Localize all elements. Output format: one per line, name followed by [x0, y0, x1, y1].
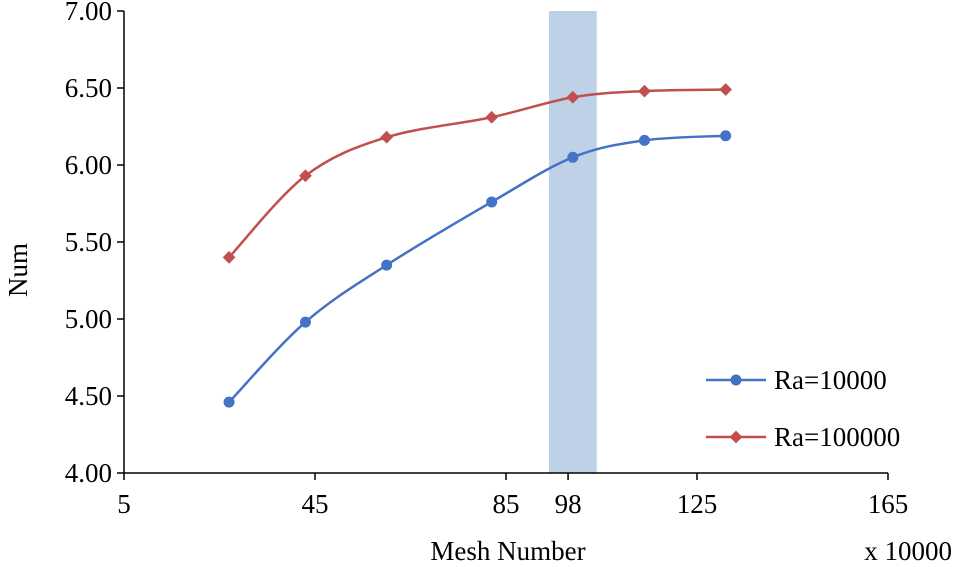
data-point-series-0 — [638, 134, 650, 146]
x-tick-label: 98 — [555, 489, 582, 519]
y-tick-label: 6.00 — [65, 150, 112, 180]
x-tick-label: 5 — [117, 489, 131, 519]
y-tick-label: 5.00 — [65, 304, 112, 334]
x-tick-label: 125 — [677, 489, 718, 519]
legend: Ra=10000 Ra=100000 — [706, 365, 900, 452]
data-point-series-0 — [381, 259, 393, 271]
axes-layer: 4.00 4.50 5.00 5.50 6.00 6.50 7.00 5 45 85 98 125 16… — [65, 0, 909, 519]
data-point-series-1 — [485, 110, 499, 124]
data-point-series-0 — [567, 151, 579, 163]
data-point-series-1 — [380, 130, 393, 144]
legend-label-ra-10000: Ra=10000 — [774, 365, 887, 395]
y-axis-title: Num — [3, 243, 33, 297]
data-point-series-0 — [223, 396, 235, 408]
data-point-series-1 — [222, 251, 236, 264]
y-tick-label: 5.50 — [65, 227, 112, 257]
legend-label-ra-100000: Ra=100000 — [774, 422, 900, 452]
highlight-band — [548, 11, 597, 473]
y-tick-label: 6.50 — [65, 73, 112, 103]
data-point-series-0 — [720, 130, 732, 142]
x-tick-label: 85 — [493, 489, 520, 519]
series-layer — [222, 83, 733, 408]
highlight-band-layer — [548, 11, 597, 473]
y-tick-label: 4.00 — [65, 458, 112, 488]
data-point-series-1 — [299, 169, 312, 183]
y-tick-label: 7.00 — [65, 0, 112, 26]
x-axis-multiplier: x 10000 — [864, 536, 952, 566]
legend-marker-ra-10000 — [730, 374, 742, 386]
data-point-series-0 — [486, 196, 498, 208]
data-point-series-0 — [299, 316, 311, 328]
y-tick-label: 4.50 — [65, 381, 112, 411]
x-axis-title: Mesh Number — [430, 536, 585, 566]
x-tick-label: 165 — [868, 489, 909, 519]
x-tick-label: 45 — [302, 489, 329, 519]
